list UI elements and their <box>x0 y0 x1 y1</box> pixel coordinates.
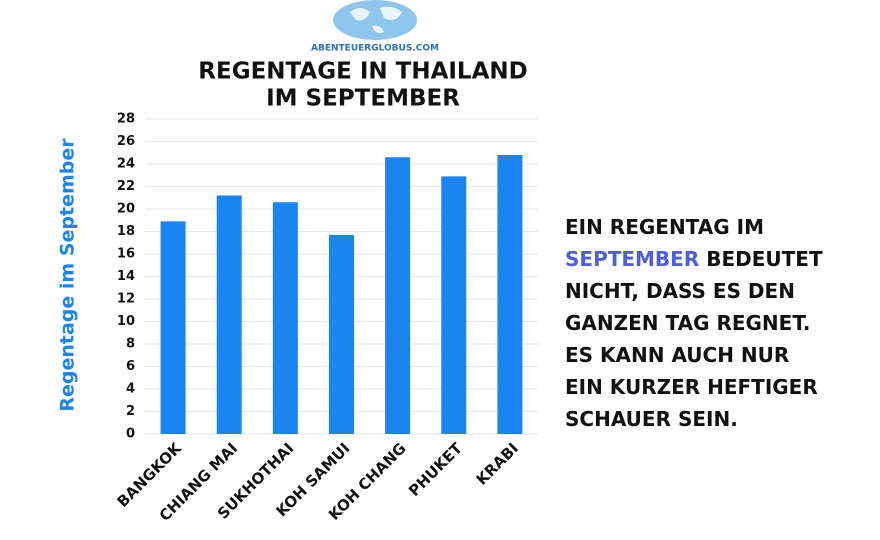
logo-globe <box>333 0 417 40</box>
logo-land <box>350 6 402 34</box>
annotation-segment: EIN KURZER HEFTIGER <box>565 375 818 399</box>
annotation-segment: EIN REGENTAG IM <box>565 215 764 239</box>
y-tick-label: 28 <box>117 112 135 127</box>
bar <box>329 234 354 434</box>
y-tick-label: 4 <box>126 382 135 397</box>
annotation: SEPTEMBER BEDEUTET <box>565 247 823 271</box>
y-tick-label: 18 <box>117 224 135 239</box>
annotation: ES KANN AUCH NUR <box>565 343 789 367</box>
bar <box>216 195 242 434</box>
annotation-segment: NICHT, DASS ES DEN <box>565 279 795 303</box>
bar <box>272 202 298 434</box>
y-tick-label: 0 <box>126 427 135 442</box>
annotation-segment: ES KANN AUCH NUR <box>565 343 789 367</box>
y-tick-label: 12 <box>117 292 135 307</box>
y-tick-label: 6 <box>126 359 135 374</box>
annotation: EIN REGENTAG IM <box>565 215 764 239</box>
y-tick-label: 20 <box>117 202 135 217</box>
bar <box>497 155 523 434</box>
annotation: NICHT, DASS ES DEN <box>565 279 795 303</box>
annotation-segment: SCHAUER SEIN. <box>565 407 738 431</box>
y-axis-label: Regentage im September <box>57 138 79 412</box>
annotation: GANZEN TAG REGNET. <box>565 311 811 335</box>
annotation: SCHAUER SEIN. <box>565 407 738 431</box>
logo-text: ABENTEUERGLOBUS.COM <box>311 44 439 54</box>
y-tick-label: 22 <box>117 179 135 194</box>
y-tick-label: 26 <box>117 134 135 149</box>
bar <box>385 157 411 434</box>
y-tick-label: 24 <box>117 157 135 172</box>
annotation-highlight: SEPTEMBER <box>565 247 699 271</box>
y-tick-label: 2 <box>126 404 135 419</box>
y-tick-label: 8 <box>126 337 135 352</box>
chart-title: REGENTAGE IN THAILAND <box>198 59 527 85</box>
y-tick-label: 10 <box>117 314 135 329</box>
bar <box>441 176 467 434</box>
x-tick-label: PHUKET <box>405 439 466 500</box>
bar <box>160 221 186 434</box>
logo: ABENTEUERGLOBUS.COM <box>311 0 439 54</box>
x-tick-label: KRABI <box>473 439 522 488</box>
annotation: EIN KURZER HEFTIGER <box>565 375 818 399</box>
y-tick-label: 16 <box>117 247 135 262</box>
annotation-segment: GANZEN TAG REGNET. <box>565 311 811 335</box>
y-tick-label: 14 <box>117 269 135 284</box>
chart-title: IM SEPTEMBER <box>266 86 460 112</box>
annotation-segment: BEDEUTET <box>706 247 823 271</box>
